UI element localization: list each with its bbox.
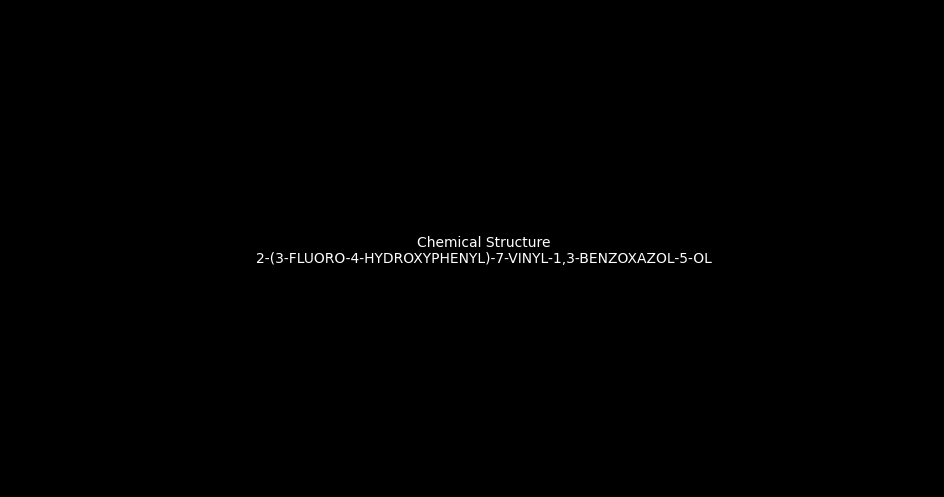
Text: Chemical Structure
2-(3-FLUORO-4-HYDROXYPHENYL)-7-VINYL-1,3-BENZOXAZOL-5-OL: Chemical Structure 2-(3-FLUORO-4-HYDROXY… [256,236,712,266]
